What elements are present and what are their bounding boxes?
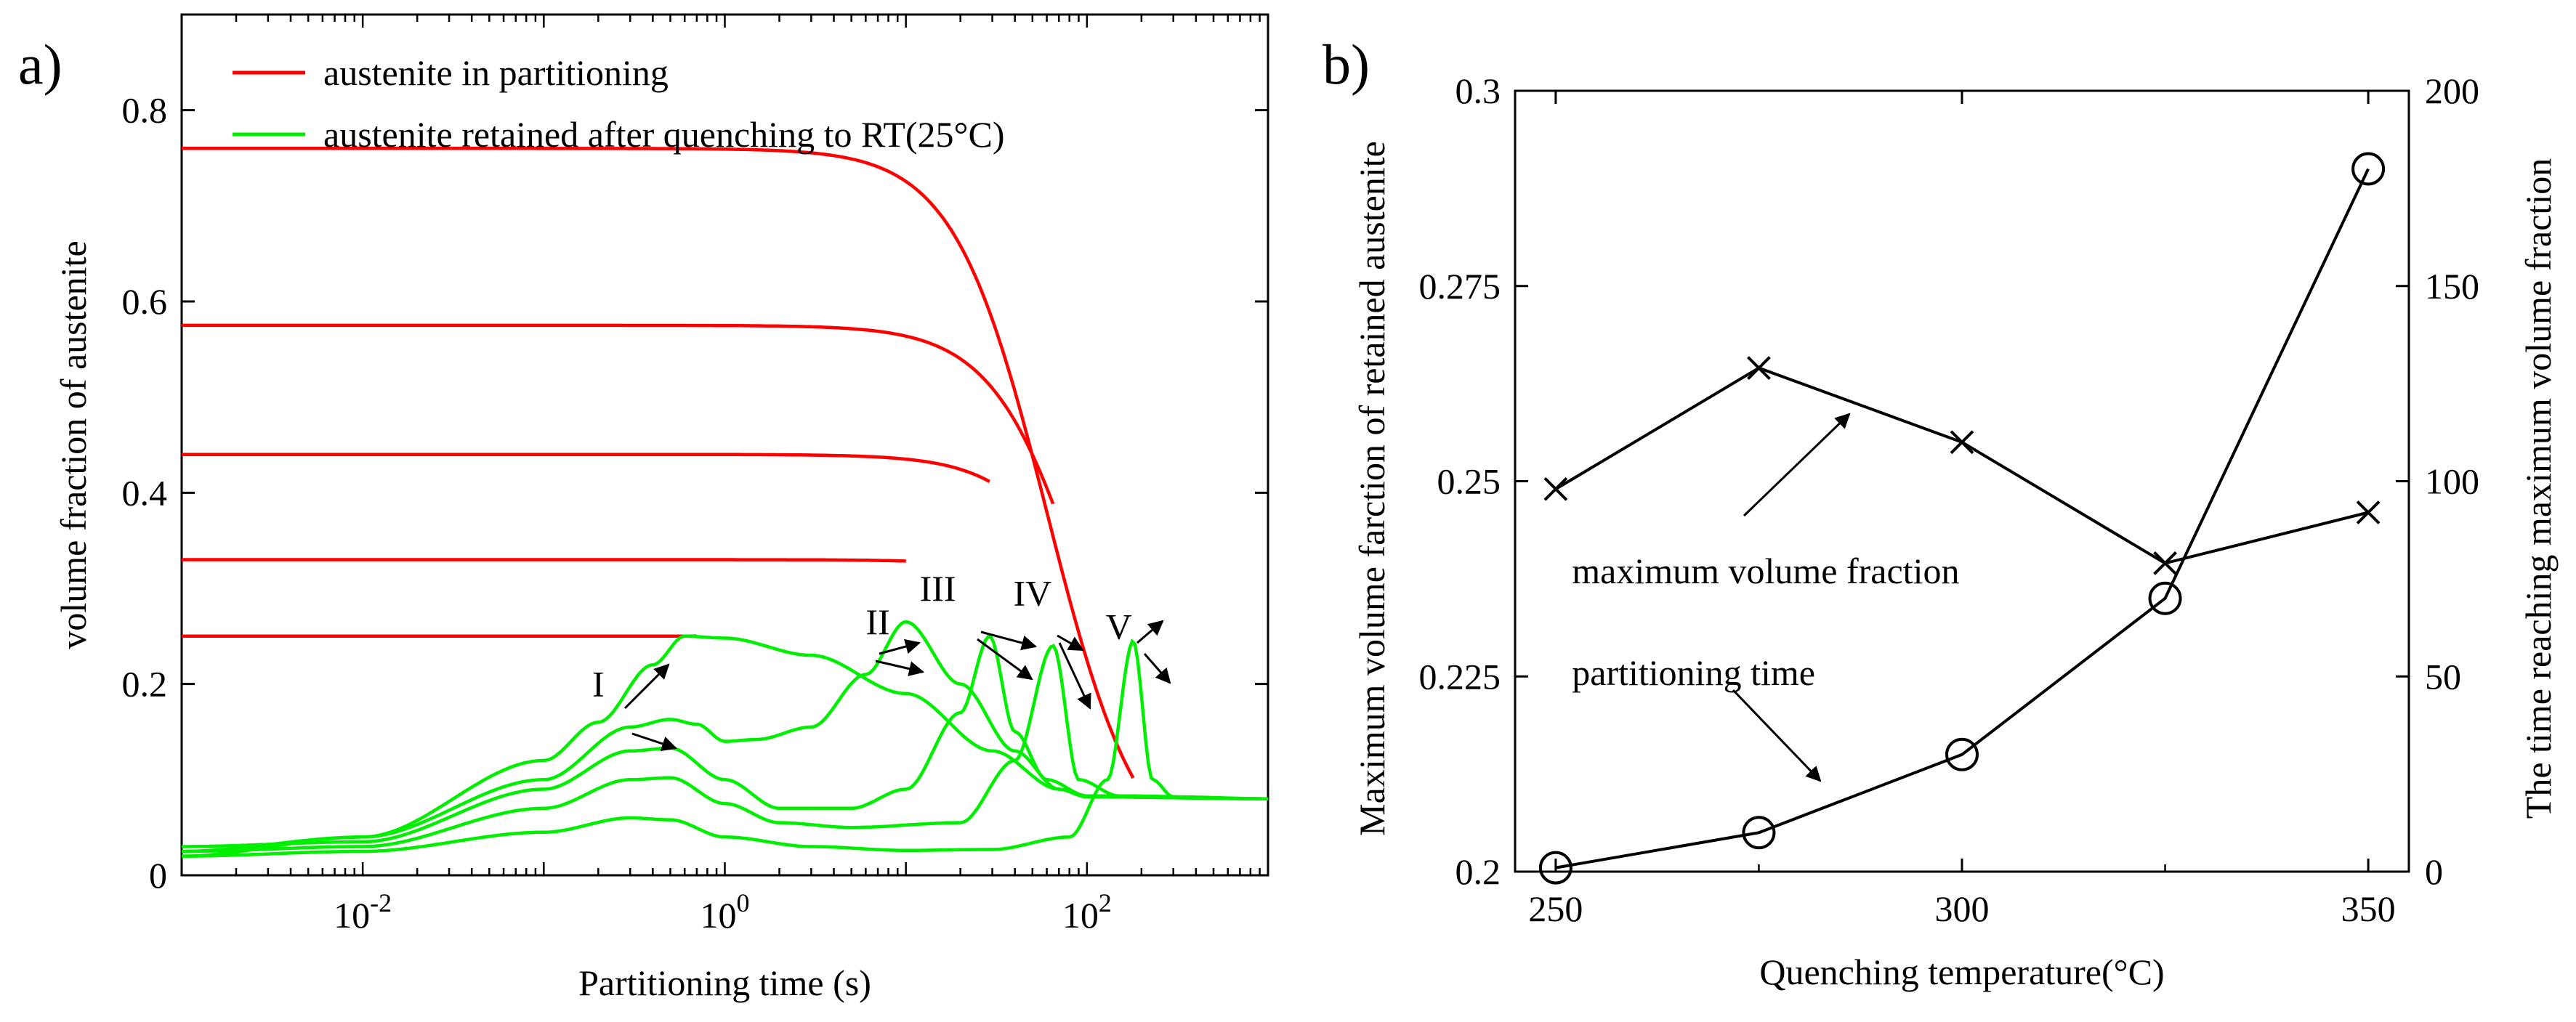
x-tick-exponent: 0 (737, 888, 750, 917)
y-tick-label: 0 (149, 855, 167, 896)
annotation-arrow (977, 638, 1033, 681)
x-tick-base: 10 (1062, 895, 1099, 936)
curve-annotation-III: III (920, 568, 956, 609)
y-left-tick-label: 0.275 (1419, 266, 1501, 307)
annotation-arrow (1057, 634, 1084, 652)
y-tick-label: 0.2 (122, 664, 168, 705)
y-tick-label: 0.6 (122, 281, 168, 322)
annotation-arrow-partitioning-time (1732, 689, 1822, 782)
x-marker-stroke (2153, 551, 2177, 575)
data-point-x-marker (1543, 476, 1568, 501)
series-line-partitioning-time (1555, 168, 2370, 869)
x-tick-label: 350 (2341, 888, 2396, 929)
red-curve-II (182, 558, 906, 563)
curve-annotation-IV: IV (1013, 573, 1051, 614)
y-right-tick-label: 50 (2425, 656, 2461, 697)
data-point-x-marker (2153, 551, 2177, 575)
x-tick-base: 10 (700, 895, 737, 936)
annotation-arrow (875, 660, 925, 676)
x-tick-exponent: -2 (370, 888, 392, 917)
x-marker-stroke (2356, 500, 2381, 524)
x-tick-label: 250 (1528, 888, 1583, 929)
green-curve-IV (182, 644, 1268, 853)
data-point-x-marker (1950, 430, 1974, 455)
y-left-tick-label: 0.225 (1419, 656, 1501, 697)
curve-annotation-II: II (865, 601, 889, 642)
y-tick-label: 0.4 (122, 472, 168, 513)
red-curve-V (182, 147, 1135, 779)
green-curve-V (182, 638, 1268, 858)
annotation-arrow (980, 630, 1038, 651)
x-axis-label: Quenching temperature(°C) (1759, 952, 2164, 992)
y-right-tick-label: 200 (2425, 70, 2479, 111)
annotation-arrow (879, 638, 921, 655)
y-right-axis-label: The time reaching maximum volume fractio… (2518, 158, 2559, 819)
x-marker-stroke (1950, 430, 1974, 455)
x-tick-label: 300 (1935, 888, 1990, 929)
data-point-circle-marker (1742, 816, 1776, 850)
curve-annotation-I: I (592, 664, 605, 705)
annotation-arrow (1058, 642, 1091, 710)
y-left-axis-label: Maximum volume farction of retained aust… (1352, 141, 1392, 836)
x-tick-label: 100 (700, 888, 750, 936)
green-curve-I (181, 634, 1268, 858)
data-point-circle-marker (1538, 851, 1572, 885)
red-curve-III (182, 453, 990, 483)
x-marker-stroke (1747, 356, 1771, 381)
annotation-arrow (1143, 653, 1171, 684)
y-left-tick-label: 0.25 (1437, 461, 1501, 502)
series-annotation: partitioning time (1572, 652, 1815, 693)
x-tick-base: 10 (334, 895, 370, 936)
green-curve-II (182, 620, 1268, 853)
x-axis-label: Partitioning time (s) (578, 962, 871, 1003)
panel-b-chart: 0.2 0.225 0.25 0.275 0.3 0 50 100 150 200 250 300 35… (1352, 70, 2559, 992)
y-right-tick-label: 100 (2425, 461, 2479, 502)
y-right-tick-label: 150 (2425, 266, 2479, 307)
y-tick-label: 0.8 (122, 90, 168, 131)
y-left-tick-label: 0.2 (1455, 851, 1501, 892)
curve-annotation-V: V (1106, 607, 1132, 647)
data-point-circle-marker (1945, 737, 1979, 771)
series-annotation: maximum volume fraction (1572, 551, 1959, 591)
data-point-circle-marker (2148, 581, 2182, 615)
data-point-x-marker (2356, 500, 2381, 524)
panel-label-b: b) (1323, 33, 1370, 96)
y-axis-label: volume fraction of austenite (53, 240, 94, 649)
data-point-circle-marker (2351, 152, 2386, 186)
panel-label-a: a) (18, 33, 62, 96)
x-tick-label: 102 (1062, 888, 1112, 936)
series-line-max-volume-fraction (1554, 366, 2369, 565)
annotation-arrow (1136, 620, 1164, 644)
y-right-tick-label: 0 (2425, 851, 2443, 892)
red-curve-IV (182, 323, 1055, 505)
y-left-tick-label: 0.3 (1455, 70, 1501, 111)
annotation-arrow (623, 663, 670, 710)
annotation-arrow-max-volume (1743, 413, 1851, 517)
x-tick-exponent: 2 (1099, 888, 1112, 917)
green-curve-III (182, 635, 1268, 848)
x-marker-stroke (1543, 476, 1568, 501)
legend-label: austenite in partitioning (323, 52, 669, 93)
annotation-arrow (631, 732, 677, 751)
legend-label: austenite retained after quenching to RT… (323, 114, 1005, 155)
data-point-x-marker (1747, 356, 1771, 381)
x-tick-label: 10-2 (334, 888, 392, 936)
